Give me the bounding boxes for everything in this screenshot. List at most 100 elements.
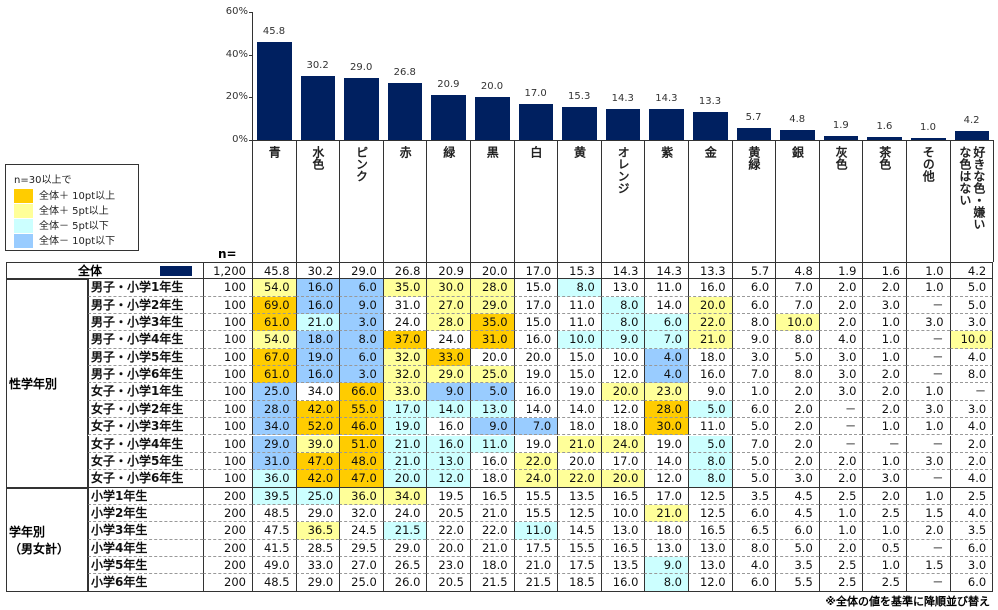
- table-cell: －: [906, 366, 950, 384]
- category-label: 好きな色・嫌いな色はない: [957, 146, 986, 230]
- table-cell: 2.5: [949, 487, 994, 505]
- table-cell: 36.0: [252, 470, 296, 488]
- table-cell: 3.0: [949, 314, 994, 332]
- table-cell: 17.0: [513, 296, 558, 315]
- table-cell: 1.0: [906, 383, 950, 401]
- total-cell: 4.2: [949, 262, 994, 280]
- y-axis: [252, 12, 253, 140]
- table-cell: 1.0: [862, 556, 906, 575]
- row-n: 100: [203, 400, 252, 419]
- table-cell: －: [818, 435, 863, 453]
- table-cell: 5.0: [731, 418, 776, 436]
- table-cell: 18.5: [557, 574, 601, 592]
- table-cell: 42.0: [295, 400, 340, 419]
- table-cell: 9.0: [644, 556, 688, 575]
- table-cell: 39.5: [252, 487, 296, 505]
- table-cell: 2.0: [862, 487, 906, 505]
- table-cell: 4.5: [775, 504, 819, 523]
- total-cell: 4.8: [775, 262, 819, 280]
- category-header: 黒: [470, 140, 514, 262]
- table-cell: 6.0: [731, 574, 776, 592]
- table-cell: 55.0: [339, 400, 383, 419]
- table-cell: 9.0: [426, 383, 470, 401]
- table-cell: 19.0: [295, 348, 340, 367]
- table-cell: 1.0: [906, 418, 950, 436]
- table-cell: 2.0: [818, 452, 863, 471]
- table-cell: 6.0: [949, 574, 994, 592]
- row-n: 200: [203, 574, 252, 592]
- row-n: 200: [203, 487, 252, 505]
- total-cell: 1.6: [862, 262, 906, 280]
- total-cell: 1.0: [906, 262, 950, 280]
- table-cell: 19.5: [426, 487, 470, 505]
- table-cell: －: [906, 470, 950, 488]
- table-cell: 6.0: [731, 279, 776, 297]
- table-cell: －: [949, 383, 994, 401]
- table-cell: 1.0: [906, 279, 950, 297]
- bar-value-label: 17.0: [524, 87, 547, 99]
- table-cell: 3.0: [731, 348, 776, 367]
- table-cell: 20.5: [426, 574, 470, 592]
- table-cell: 12.0: [426, 470, 470, 488]
- table-cell: 2.0: [949, 435, 994, 453]
- table-cell: 21.0: [295, 314, 340, 332]
- table-cell: 3.5: [949, 522, 994, 540]
- x-axis: [252, 140, 994, 141]
- category-header: 紫: [644, 140, 688, 262]
- table-cell: 46.0: [339, 418, 383, 436]
- category-label: 灰色: [834, 146, 849, 170]
- table-cell: 16.0: [295, 366, 340, 384]
- bar-value-label: 26.8: [393, 66, 416, 78]
- table-cell: 12.0: [688, 574, 732, 592]
- table-cell: 9.0: [731, 331, 776, 349]
- table-cell: 15.5: [557, 539, 601, 557]
- table-cell: 33.0: [295, 556, 340, 575]
- bar-value-label: 1.6: [876, 120, 893, 132]
- table-cell: 5.0: [731, 470, 776, 488]
- table-cell: 3.0: [906, 452, 950, 471]
- row-label: 女子・小学5年生: [88, 452, 203, 471]
- y-tick-label: 40%: [225, 48, 248, 60]
- bar: [823, 135, 859, 140]
- table-cell: －: [818, 400, 863, 419]
- row-n: 100: [203, 470, 252, 488]
- row-n: 200: [203, 522, 252, 540]
- table-cell: 34.0: [252, 418, 296, 436]
- bar-value-label: 15.3: [568, 91, 591, 103]
- table-cell: －: [906, 331, 950, 349]
- row-label: 小学6年生: [88, 574, 203, 592]
- table-cell: 18.0: [470, 556, 514, 575]
- bar-value-label: 20.9: [437, 79, 460, 91]
- table-cell: 24.0: [382, 314, 427, 332]
- table-cell: 12.0: [600, 366, 645, 384]
- total-cell: 15.3: [557, 262, 601, 280]
- table-cell: 3.0: [339, 314, 383, 332]
- bar: [605, 109, 641, 140]
- table-cell: 13.5: [600, 556, 645, 575]
- table-cell: 22.0: [470, 522, 514, 540]
- table-cell: 14.0: [557, 400, 601, 419]
- total-cell: 17.0: [513, 262, 558, 280]
- table-cell: 12.5: [688, 487, 732, 505]
- table-cell: －: [906, 348, 950, 367]
- table-cell: 6.0: [731, 296, 776, 315]
- bar-value-label: 1.9: [832, 119, 849, 131]
- table-cell: 48.0: [339, 452, 383, 471]
- y-tick-mark: [249, 54, 252, 56]
- table-cell: 5.0: [470, 383, 514, 401]
- table-cell: 2.5: [818, 556, 863, 575]
- table-cell: 21.0: [382, 435, 427, 453]
- table-cell: 6.5: [731, 522, 776, 540]
- table-cell: 20.5: [426, 504, 470, 523]
- table-cell: 28.5: [295, 539, 340, 557]
- table-cell: 16.0: [513, 331, 558, 349]
- table-cell: 13.0: [600, 522, 645, 540]
- table-cell: 1.0: [862, 418, 906, 436]
- table-cell: 7.0: [644, 331, 688, 349]
- table-cell: 5.0: [688, 435, 732, 453]
- table-cell: 4.0: [949, 348, 994, 367]
- table-cell: 7.0: [731, 366, 776, 384]
- table-cell: 12.0: [600, 400, 645, 419]
- category-label: 緑: [441, 146, 456, 158]
- table-cell: 2.5: [862, 504, 906, 523]
